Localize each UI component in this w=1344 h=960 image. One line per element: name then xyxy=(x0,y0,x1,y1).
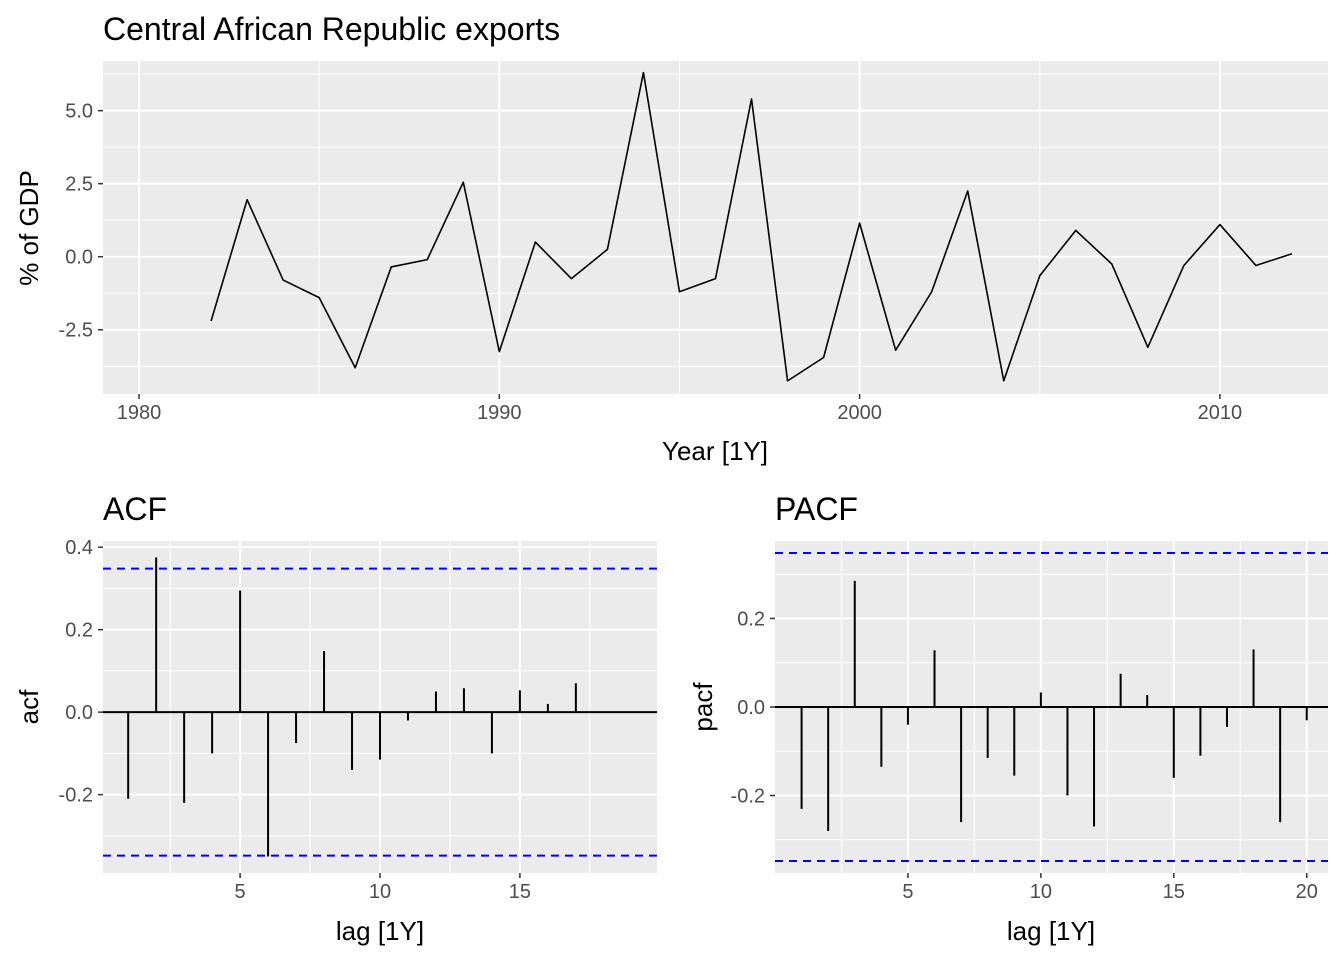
x-tick-label: 5 xyxy=(235,881,246,903)
x-tick-label: 20 xyxy=(1296,881,1318,903)
y-tick-label: 0.2 xyxy=(65,620,93,642)
acf-x-tick-labels: 5 10 15 xyxy=(235,873,531,903)
exports-y-axis-title: % of GDP xyxy=(14,170,44,286)
exports-gridlines xyxy=(103,61,1328,394)
pacf-panel: PACF 5 10 15 20 -0.2 0.0 0.2 lag [1Y] pacf xyxy=(688,491,1328,946)
y-tick-label: 2.5 xyxy=(65,174,93,196)
exports-line xyxy=(210,71,1293,382)
exports-panel: Central African Republic exports 1980 199… xyxy=(14,11,1328,466)
x-tick-label: 5 xyxy=(902,881,913,903)
pacf-x-tick-labels: 5 10 15 20 xyxy=(902,873,1318,903)
exports-plot-background xyxy=(103,61,1328,394)
acf-x-axis-title: lag [1Y] xyxy=(336,916,424,946)
acf-y-axis-title: acf xyxy=(14,689,44,724)
pacf-bars xyxy=(775,551,1328,863)
y-tick-label: -0.2 xyxy=(59,785,93,807)
acf-chart-title: ACF xyxy=(103,491,167,527)
y-tick-label: 5.0 xyxy=(65,101,93,123)
y-tick-label: -0.2 xyxy=(731,786,765,808)
acf-bars xyxy=(103,557,657,857)
y-tick-label: 0.0 xyxy=(65,702,93,724)
exports-series xyxy=(210,71,1293,382)
x-tick-label: 10 xyxy=(1030,881,1052,903)
y-tick-label: 0.0 xyxy=(737,697,765,719)
y-tick-label: 0.0 xyxy=(65,247,93,269)
y-tick-label: -2.5 xyxy=(59,320,93,342)
x-tick-label: 10 xyxy=(369,881,391,903)
x-tick-label: 15 xyxy=(509,881,531,903)
y-tick-label: 0.2 xyxy=(737,608,765,630)
x-tick-label: 15 xyxy=(1163,881,1185,903)
y-tick-label: 0.4 xyxy=(65,537,93,559)
exports-x-tick-labels: 1980 1990 2000 2010 xyxy=(117,394,1242,424)
pacf-x-axis-title: lag [1Y] xyxy=(1007,916,1095,946)
pacf-y-tick-labels: -0.2 0.0 0.2 xyxy=(731,608,775,808)
pacf-y-axis-title: pacf xyxy=(688,682,718,732)
x-tick-label: 2010 xyxy=(1198,402,1243,424)
exports-y-tick-labels: -2.5 0.0 2.5 5.0 xyxy=(59,101,103,342)
exports-x-axis-title: Year [1Y] xyxy=(662,436,768,466)
x-tick-label: 1980 xyxy=(117,402,162,424)
acf-y-tick-labels: -0.2 0.0 0.2 0.4 xyxy=(59,537,103,807)
pacf-chart-title: PACF xyxy=(775,491,858,527)
x-tick-label: 1990 xyxy=(477,402,522,424)
acf-panel: ACF 5 10 15 -0.2 0.0 0.2 0.4 lag [1Y] acf xyxy=(14,491,657,946)
x-tick-label: 2000 xyxy=(837,402,882,424)
exports-chart-title: Central African Republic exports xyxy=(103,11,560,47)
